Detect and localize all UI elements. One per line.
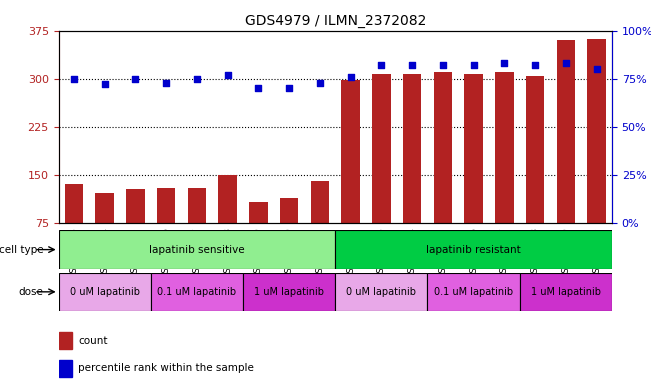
Point: [346, 74, 356, 80]
Point: [591, 66, 602, 72]
Point: [530, 62, 540, 68]
FancyBboxPatch shape: [335, 273, 428, 311]
FancyBboxPatch shape: [335, 230, 612, 269]
Bar: [434, 72, 452, 271]
Bar: [59, 360, 72, 377]
Point: [499, 60, 510, 66]
Text: cell type: cell type: [0, 245, 43, 255]
FancyBboxPatch shape: [243, 273, 335, 311]
Text: 0.1 uM lapatinib: 0.1 uM lapatinib: [434, 287, 513, 297]
Bar: [526, 76, 544, 271]
Text: lapatinib resistant: lapatinib resistant: [426, 245, 521, 255]
FancyBboxPatch shape: [428, 273, 519, 311]
Bar: [126, 189, 145, 271]
Bar: [341, 80, 360, 271]
Point: [253, 85, 264, 91]
Text: 1 uM lapatinib: 1 uM lapatinib: [531, 287, 601, 297]
Text: 0 uM lapatinib: 0 uM lapatinib: [346, 287, 417, 297]
Point: [437, 62, 448, 68]
FancyBboxPatch shape: [59, 230, 335, 269]
Bar: [495, 72, 514, 271]
Bar: [557, 40, 575, 271]
Bar: [157, 187, 175, 271]
Bar: [372, 74, 391, 271]
Bar: [311, 181, 329, 271]
Text: dose: dose: [18, 287, 43, 297]
Text: count: count: [78, 336, 107, 346]
Bar: [464, 74, 483, 271]
Title: GDS4979 / ILMN_2372082: GDS4979 / ILMN_2372082: [245, 14, 426, 28]
Bar: [59, 332, 72, 349]
Bar: [587, 39, 606, 271]
Bar: [64, 184, 83, 271]
Point: [161, 79, 171, 86]
FancyBboxPatch shape: [59, 273, 151, 311]
FancyBboxPatch shape: [519, 273, 612, 311]
Point: [191, 76, 202, 82]
Point: [100, 81, 110, 88]
Point: [561, 60, 571, 66]
Point: [407, 62, 417, 68]
Point: [468, 62, 478, 68]
Point: [223, 72, 233, 78]
Point: [314, 79, 325, 86]
Bar: [219, 175, 237, 271]
Text: 0.1 uM lapatinib: 0.1 uM lapatinib: [158, 287, 236, 297]
Point: [376, 62, 387, 68]
Point: [130, 76, 141, 82]
Bar: [96, 193, 114, 271]
Text: 1 uM lapatinib: 1 uM lapatinib: [254, 287, 324, 297]
Text: percentile rank within the sample: percentile rank within the sample: [78, 363, 254, 374]
Bar: [187, 187, 206, 271]
Text: lapatinib sensitive: lapatinib sensitive: [149, 245, 245, 255]
Bar: [403, 74, 421, 271]
Point: [284, 85, 294, 91]
Bar: [280, 199, 298, 271]
FancyBboxPatch shape: [151, 273, 243, 311]
Point: [69, 76, 79, 82]
Text: 0 uM lapatinib: 0 uM lapatinib: [70, 287, 140, 297]
Bar: [249, 202, 268, 271]
